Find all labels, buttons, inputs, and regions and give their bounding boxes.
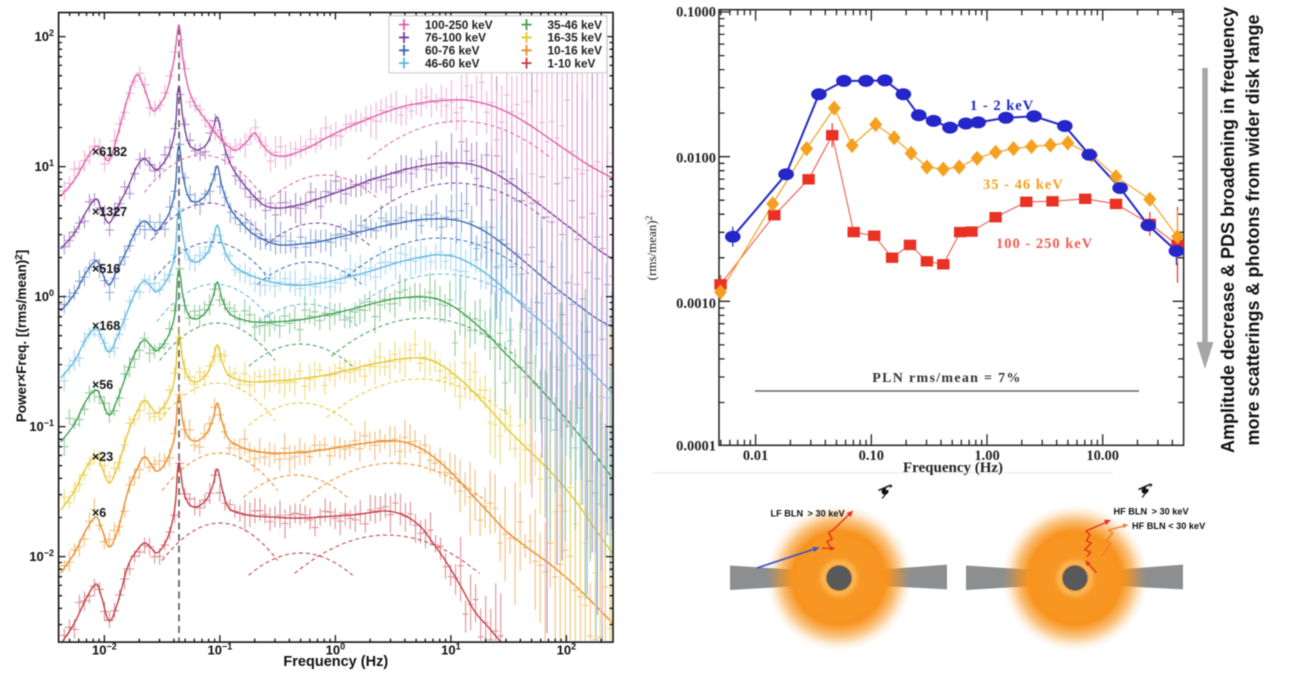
- svg-text:PLN rms/mean = 7%: PLN rms/mean = 7%: [872, 371, 1021, 386]
- svg-text:0.0001: 0.0001: [676, 439, 716, 455]
- svg-text:1-10 keV: 1-10 keV: [548, 56, 596, 70]
- svg-text:1 - 2 keV: 1 - 2 keV: [970, 98, 1034, 114]
- svg-text:×6182: ×6182: [92, 145, 127, 159]
- svg-text:35-46 keV: 35-46 keV: [548, 18, 603, 32]
- svg-text:10.00: 10.00: [1086, 448, 1119, 464]
- svg-text:HF BLN > 30 keV: HF BLN > 30 keV: [1114, 506, 1190, 516]
- svg-text:0.01: 0.01: [743, 448, 768, 464]
- svg-text:Power×Freq. [(rms/mean)2]: Power×Freq. [(rms/mean)2]: [14, 250, 29, 422]
- svg-text:×516: ×516: [92, 262, 120, 276]
- svg-text:×168: ×168: [92, 319, 120, 333]
- svg-text:1.00: 1.00: [974, 448, 999, 464]
- svg-text:×1327: ×1327: [92, 205, 127, 219]
- svg-text:HF BLN < 30 keV: HF BLN < 30 keV: [1132, 521, 1206, 531]
- svg-text:more scatterings & photons fro: more scatterings & photons from wider di…: [1243, 14, 1263, 445]
- svg-text:16-35 keV: 16-35 keV: [548, 31, 603, 45]
- svg-text:0.0010: 0.0010: [676, 296, 716, 312]
- svg-text:10-16 keV: 10-16 keV: [548, 44, 603, 58]
- svg-text:×23: ×23: [92, 450, 113, 464]
- svg-text:35 - 46 keV: 35 - 46 keV: [983, 177, 1064, 193]
- svg-text:×6: ×6: [92, 506, 106, 520]
- svg-text:Frequency (Hz): Frequency (Hz): [903, 460, 1003, 476]
- svg-text:60-76 keV: 60-76 keV: [425, 44, 480, 58]
- svg-text:100-250 keV: 100-250 keV: [425, 18, 493, 32]
- svg-text:0.0100: 0.0100: [676, 151, 716, 167]
- svg-text:Frequency (Hz): Frequency (Hz): [283, 654, 388, 670]
- svg-text:×56: ×56: [92, 378, 113, 392]
- svg-text:0.10: 0.10: [859, 448, 884, 464]
- svg-text:46-60 keV: 46-60 keV: [425, 56, 480, 70]
- svg-text:(rms/mean)2: (rms/mean)2: [644, 215, 659, 280]
- svg-text:Amplitude decrease & PDS broad: Amplitude decrease & PDS broadening in f…: [1218, 7, 1238, 453]
- svg-text:100 - 250 keV: 100 - 250 keV: [996, 236, 1093, 252]
- svg-text:76-100 keV: 76-100 keV: [425, 31, 486, 45]
- svg-text:LF BLN > 30 keV: LF BLN > 30 keV: [771, 508, 846, 518]
- svg-text:0.1000: 0.1000: [676, 5, 716, 21]
